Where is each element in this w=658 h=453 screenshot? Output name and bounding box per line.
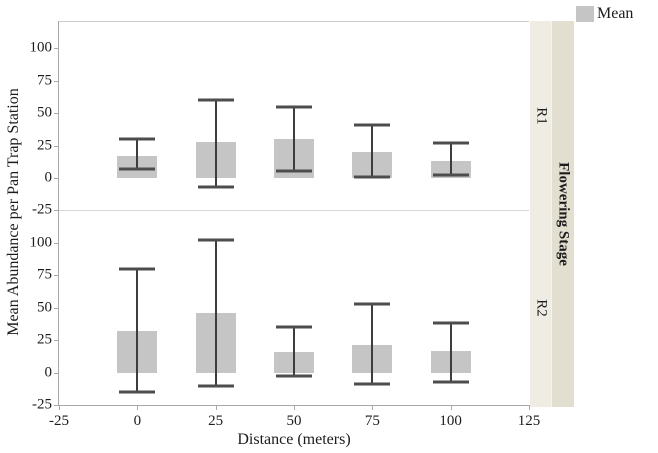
y-tick-label: 25	[37, 137, 52, 153]
y-tick-label: -25	[32, 201, 52, 218]
error-bar-cap-lower	[276, 169, 312, 173]
error-bar-line	[449, 323, 452, 382]
y-tick-label: -25	[32, 396, 52, 413]
x-tick-label: 75	[364, 413, 380, 429]
y-tick-mark	[54, 275, 59, 277]
error-bar-cap-upper	[432, 321, 469, 325]
x-tick-mark	[372, 405, 374, 410]
y-tick-mark	[54, 48, 59, 50]
error-bar-cap-lower	[197, 185, 234, 189]
error-bar-line	[371, 124, 374, 177]
error-bar-cap-lower	[276, 374, 312, 378]
error-bar-cap-upper	[276, 325, 312, 329]
y-tick-label: 0	[44, 364, 53, 381]
y-tick-label: 50	[37, 299, 52, 316]
y-tick-label: 25	[37, 331, 52, 348]
error-bar-cap-upper	[354, 123, 391, 127]
legend-mean-label: Mean	[597, 5, 634, 22]
y-tick-label: 100	[29, 39, 53, 56]
y-tick-label: 75	[37, 72, 52, 89]
error-bar-cap-lower	[119, 167, 156, 171]
x-tick-label: 50	[286, 413, 302, 429]
error-bar-cap-upper	[197, 238, 234, 242]
y-tick-label: 0	[44, 169, 53, 186]
error-bar-cap-upper	[354, 302, 391, 306]
y-axis-line	[58, 21, 59, 406]
error-bar-cap-lower	[197, 384, 234, 388]
error-bar-line	[214, 100, 217, 187]
error-bar-cap-lower	[354, 175, 391, 179]
facet-panel-label: R1	[533, 107, 550, 125]
facet-title: Flowering Stage	[555, 162, 572, 266]
error-bar-cap-lower	[432, 173, 469, 177]
x-tick-label: 25	[208, 413, 224, 429]
x-axis-title: Distance (meters)	[237, 431, 351, 448]
error-bar-line	[136, 139, 139, 169]
y-tick-mark	[54, 405, 59, 406]
y-tick-mark	[54, 113, 59, 115]
y-tick-mark	[54, 243, 59, 244]
x-tick-mark	[215, 405, 217, 410]
y-tick-mark	[54, 177, 59, 179]
y-tick-label: 50	[37, 104, 52, 121]
x-tick-mark	[137, 405, 139, 410]
error-bar-line	[136, 268, 139, 393]
facet-panel-label: R2	[533, 299, 550, 317]
x-tick-mark	[529, 405, 530, 410]
plot-area	[59, 21, 529, 405]
y-tick-mark	[54, 372, 59, 374]
facet-strip-title: Flowering Stage	[551, 21, 574, 407]
x-tick-mark	[294, 405, 295, 410]
error-bar-cap-lower	[354, 382, 391, 386]
panel-separator	[59, 210, 529, 211]
legend: Mean	[576, 5, 633, 23]
facet-strip-panels: R1 R2	[530, 21, 551, 407]
error-bar-line	[371, 303, 374, 385]
error-bar-cap-upper	[119, 137, 156, 141]
y-tick-label: 100	[29, 234, 53, 251]
error-bar-cap-lower	[432, 380, 469, 384]
x-tick-mark	[450, 405, 452, 410]
y-tick-mark	[54, 307, 59, 309]
x-tick-label: 125	[517, 413, 541, 429]
y-tick-mark	[54, 340, 59, 342]
error-bar-line	[293, 106, 295, 172]
x-tick-mark	[59, 405, 60, 410]
y-tick-mark	[54, 210, 59, 212]
y-tick-mark	[54, 145, 59, 147]
error-bar-cap-upper	[197, 98, 234, 102]
error-bar-cap-upper	[276, 105, 312, 109]
error-bar-cap-upper	[119, 267, 156, 271]
legend-mean-swatch	[576, 6, 594, 22]
x-tick-label: 100	[439, 413, 462, 429]
x-tick-label: -25	[49, 413, 69, 429]
error-bar-cap-upper	[432, 141, 469, 145]
error-bar-line	[449, 142, 452, 176]
y-tick-label: 75	[37, 266, 52, 283]
y-tick-mark	[54, 80, 59, 82]
error-bar-line	[293, 327, 295, 377]
error-bar-cap-lower	[119, 390, 156, 394]
error-bar-line	[214, 240, 217, 386]
panel-top-border	[59, 21, 529, 22]
x-tick-label: 0	[133, 413, 142, 429]
